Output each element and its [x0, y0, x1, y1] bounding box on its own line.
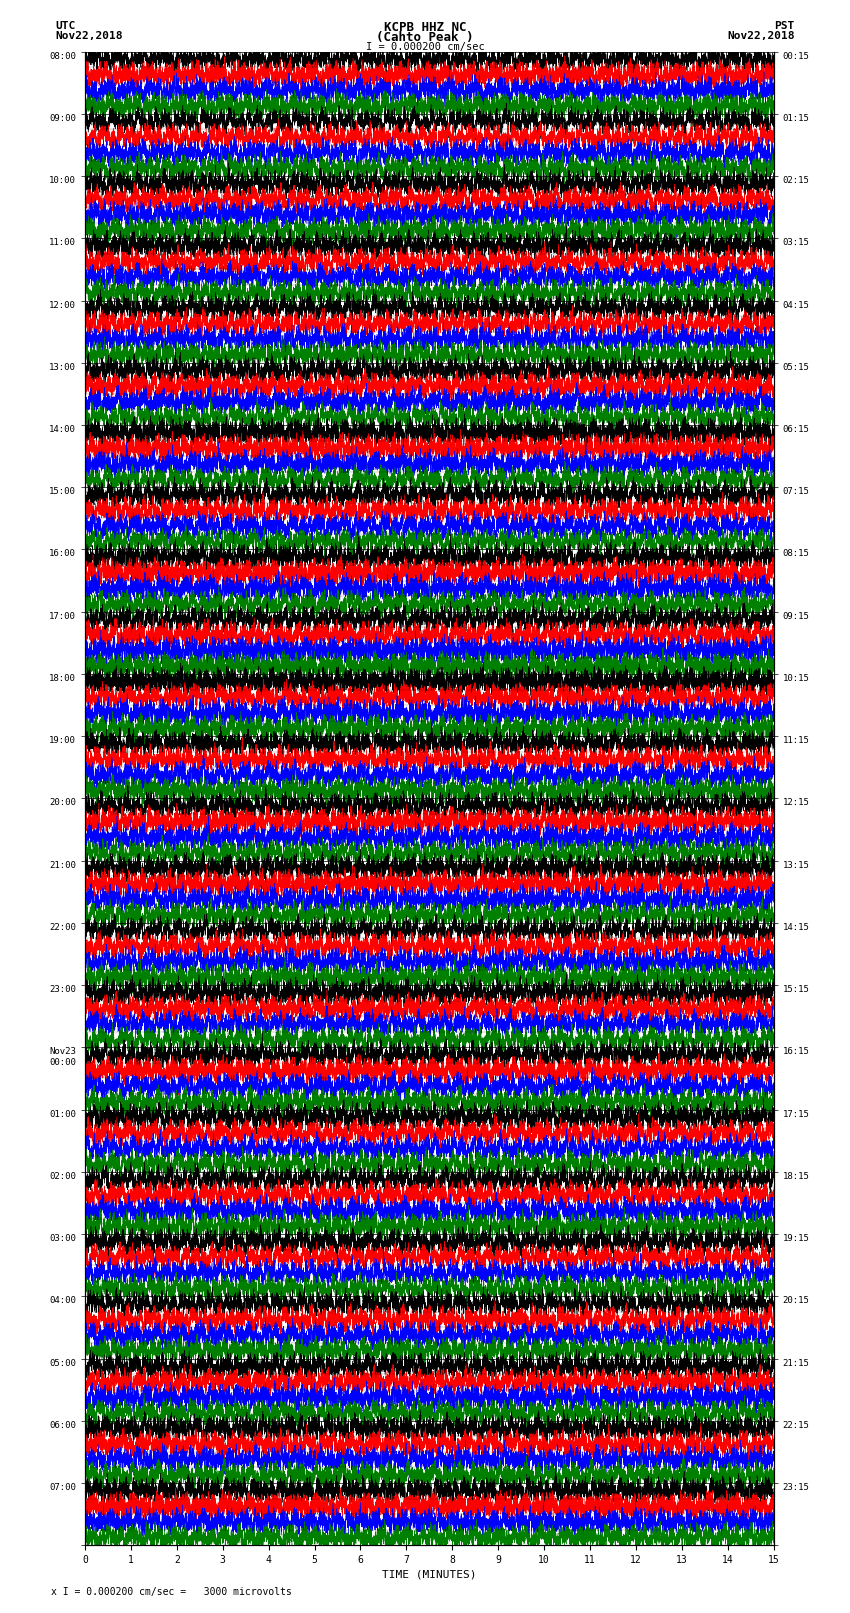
Text: PST: PST — [774, 21, 795, 31]
Text: x I = 0.000200 cm/sec =   3000 microvolts: x I = 0.000200 cm/sec = 3000 microvolts — [51, 1587, 292, 1597]
Text: UTC: UTC — [55, 21, 76, 31]
Text: (Cahto Peak ): (Cahto Peak ) — [377, 31, 473, 44]
Text: Nov22,2018: Nov22,2018 — [55, 31, 122, 40]
Text: Nov22,2018: Nov22,2018 — [728, 31, 795, 40]
Text: KCPB HHZ NC: KCPB HHZ NC — [383, 21, 467, 34]
X-axis label: TIME (MINUTES): TIME (MINUTES) — [382, 1569, 477, 1579]
Text: I = 0.000200 cm/sec: I = 0.000200 cm/sec — [366, 42, 484, 52]
